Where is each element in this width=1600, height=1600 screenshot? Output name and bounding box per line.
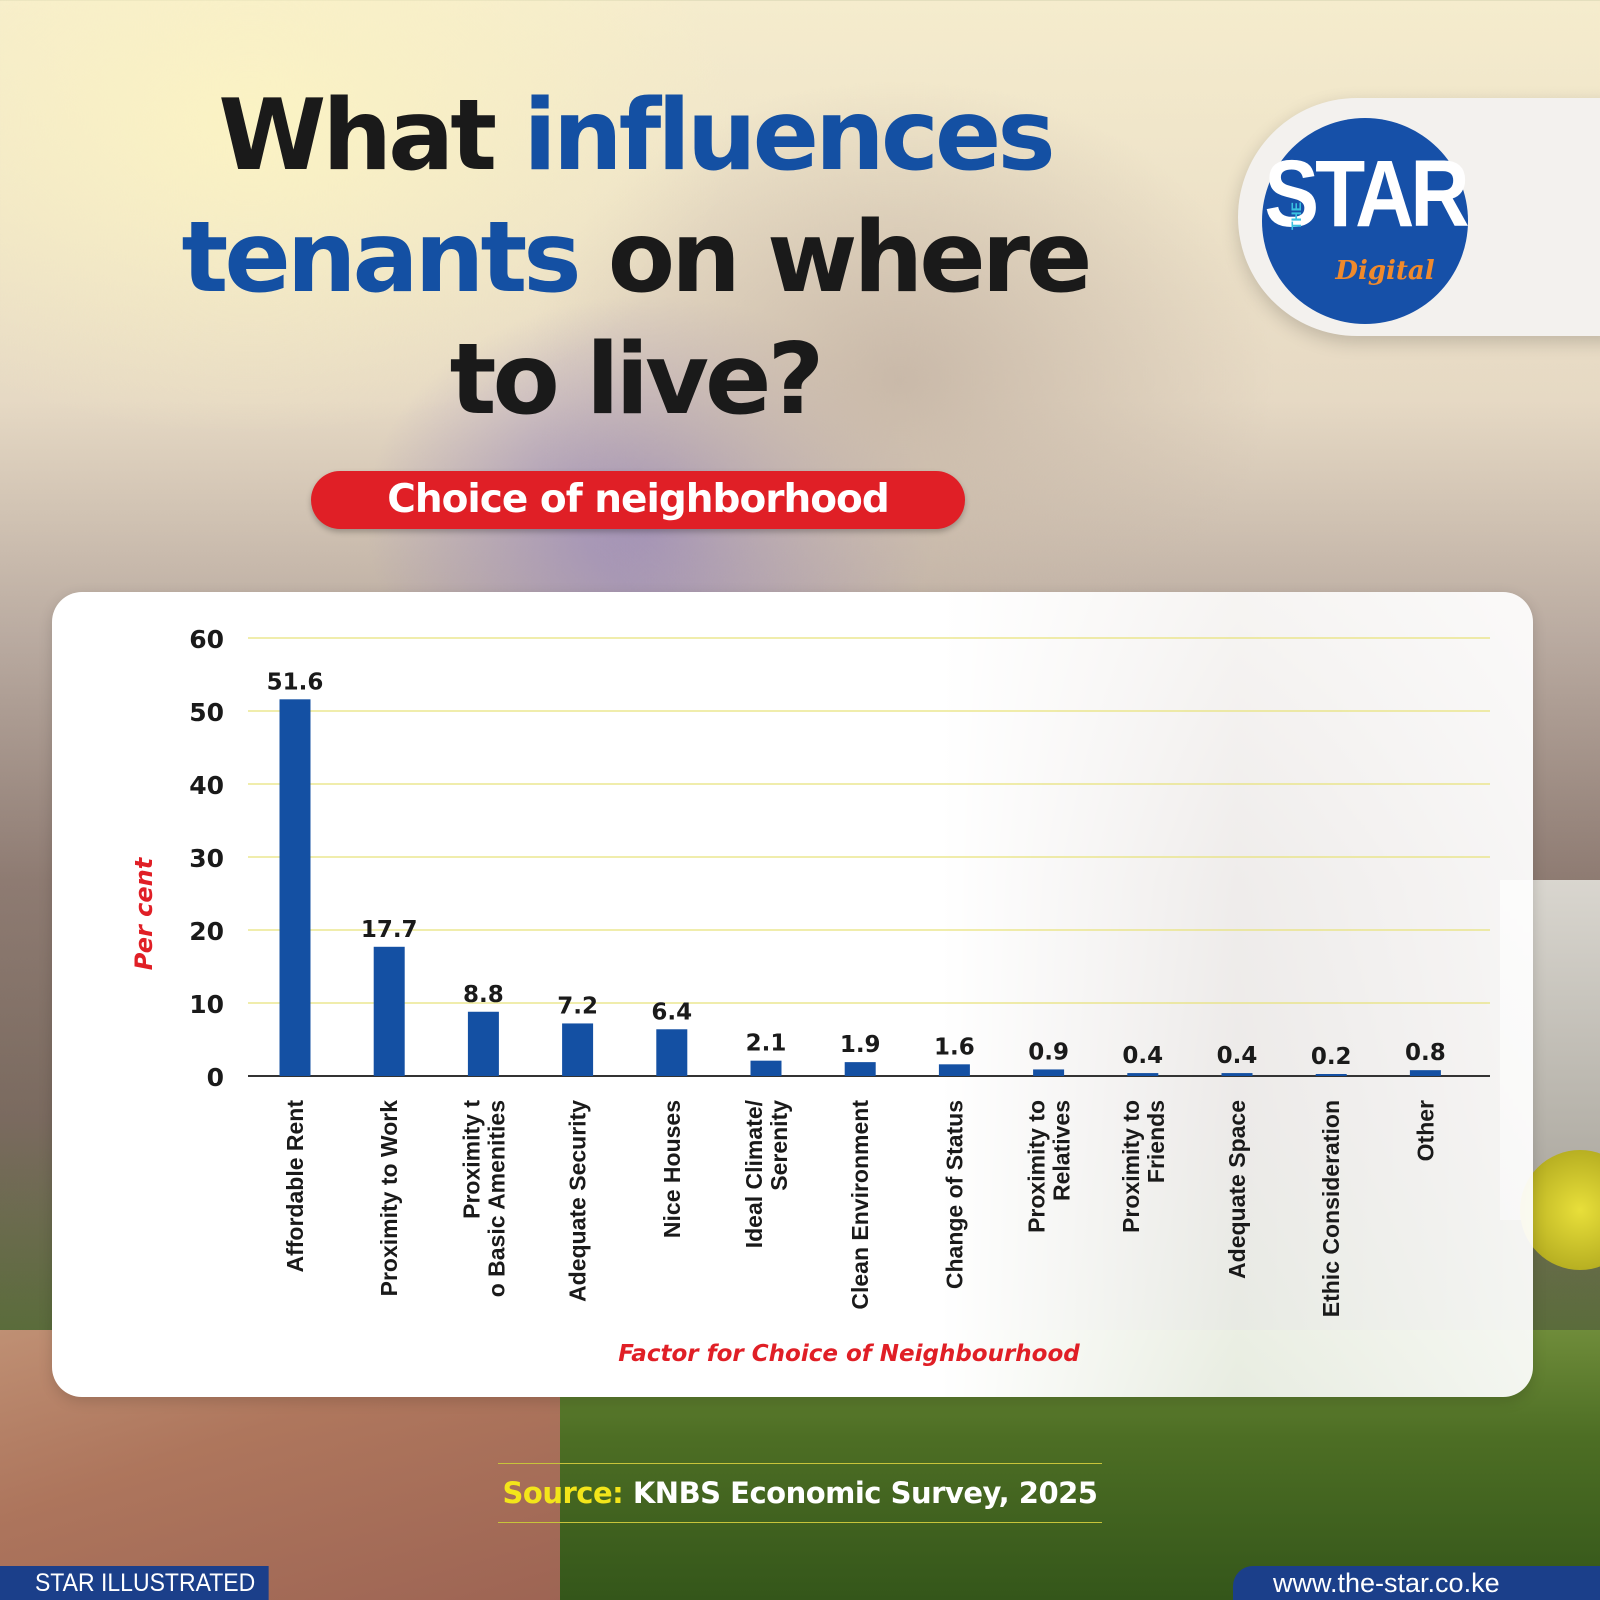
title-part-2: influences: [523, 79, 1055, 193]
bar: [750, 1060, 782, 1076]
bar: [467, 1011, 499, 1076]
data-label: 2.1: [746, 1031, 787, 1057]
bar: [279, 699, 311, 1076]
x-axis-title: Factor for Choice of Neighbourhood: [618, 1341, 1080, 1367]
y-tick-label: 0: [207, 1063, 224, 1092]
data-label: 0.4: [1217, 1043, 1258, 1069]
bar: [562, 1023, 594, 1076]
footer-website-link[interactable]: www.the-star.co.ke: [1233, 1566, 1600, 1600]
x-tick-label: Change of Status: [941, 1100, 967, 1289]
source-label: Source:: [502, 1476, 624, 1510]
x-tick-label: Proximity toRelatives: [1024, 1100, 1075, 1233]
source-text: KNBS Economic Survey, 2025: [623, 1476, 1098, 1510]
title-part-3: tenants: [181, 201, 581, 315]
data-label: 0.4: [1122, 1043, 1163, 1069]
data-label: 1.6: [934, 1034, 975, 1060]
x-tick-label: Other: [1412, 1100, 1438, 1161]
y-tick-label: 10: [189, 990, 224, 1019]
bar: [1127, 1073, 1159, 1076]
data-label: 0.2: [1311, 1044, 1352, 1070]
subtitle-pill: Choice of neighborhood: [311, 471, 965, 529]
data-label: 8.8: [463, 982, 504, 1008]
source-line: Source: KNBS Economic Survey, 2025: [498, 1463, 1102, 1523]
title-part-1: What: [218, 79, 524, 193]
x-tick-label: Clean Environment: [847, 1100, 873, 1310]
bar: [1315, 1074, 1347, 1076]
page-title: What influences tenants on where to live…: [0, 75, 1270, 441]
logo-the-text: THE: [1288, 202, 1304, 230]
bar: [656, 1029, 688, 1076]
x-tick-label: Proximity to Basic Amenities: [458, 1100, 509, 1298]
x-tick-label: Adequate Space: [1224, 1100, 1250, 1279]
x-tick-label: Ethic Consideration: [1318, 1100, 1344, 1317]
bar: [1033, 1069, 1065, 1076]
star-digital-logo: STAR THE Digital: [1262, 118, 1470, 324]
bar: [1409, 1070, 1441, 1076]
y-tick-label: 40: [189, 771, 224, 800]
data-label: 0.8: [1405, 1040, 1446, 1066]
chart-card: 0 10 20 30 40 50 60 51.6 Affordable Rent 17.7 Prox…: [52, 592, 1533, 1397]
data-label: 1.9: [840, 1032, 881, 1058]
data-label: 6.4: [651, 999, 692, 1025]
y-axis-title: Per cent: [130, 856, 158, 970]
y-tick-label: 50: [189, 698, 224, 727]
bar: [373, 946, 405, 1076]
x-tick-label: Affordable Rent: [282, 1100, 308, 1273]
bar-chart: 0 10 20 30 40 50 60 51.6 Affordable Rent 17.7 Prox…: [130, 625, 1490, 1367]
data-label: 7.2: [557, 993, 598, 1019]
data-label: 0.9: [1028, 1039, 1069, 1065]
y-tick-label: 60: [189, 625, 224, 654]
logo-star-text: STAR: [1264, 142, 1469, 247]
x-tick-label: Adequate Security: [565, 1100, 591, 1302]
x-tick-label: Ideal Climate/Serenity: [741, 1099, 792, 1248]
y-tick-label: 30: [189, 844, 224, 873]
data-label: 17.7: [361, 917, 418, 943]
x-tick-label: Proximity toFriends: [1118, 1100, 1169, 1233]
bar: [844, 1062, 876, 1076]
footer-star-illustrated: STAR ILLUSTRATED: [0, 1566, 269, 1600]
logo-digital-text: Digital: [1335, 256, 1435, 286]
bar: [938, 1064, 970, 1076]
y-tick-label: 20: [189, 917, 224, 946]
x-tick-label: Nice Houses: [659, 1100, 685, 1238]
x-tick-label: Proximity to Work: [376, 1100, 402, 1297]
title-part-5: to live?: [449, 323, 825, 437]
title-part-4: on where: [577, 201, 1093, 315]
data-label: 51.6: [267, 669, 324, 695]
bar: [1221, 1073, 1253, 1076]
